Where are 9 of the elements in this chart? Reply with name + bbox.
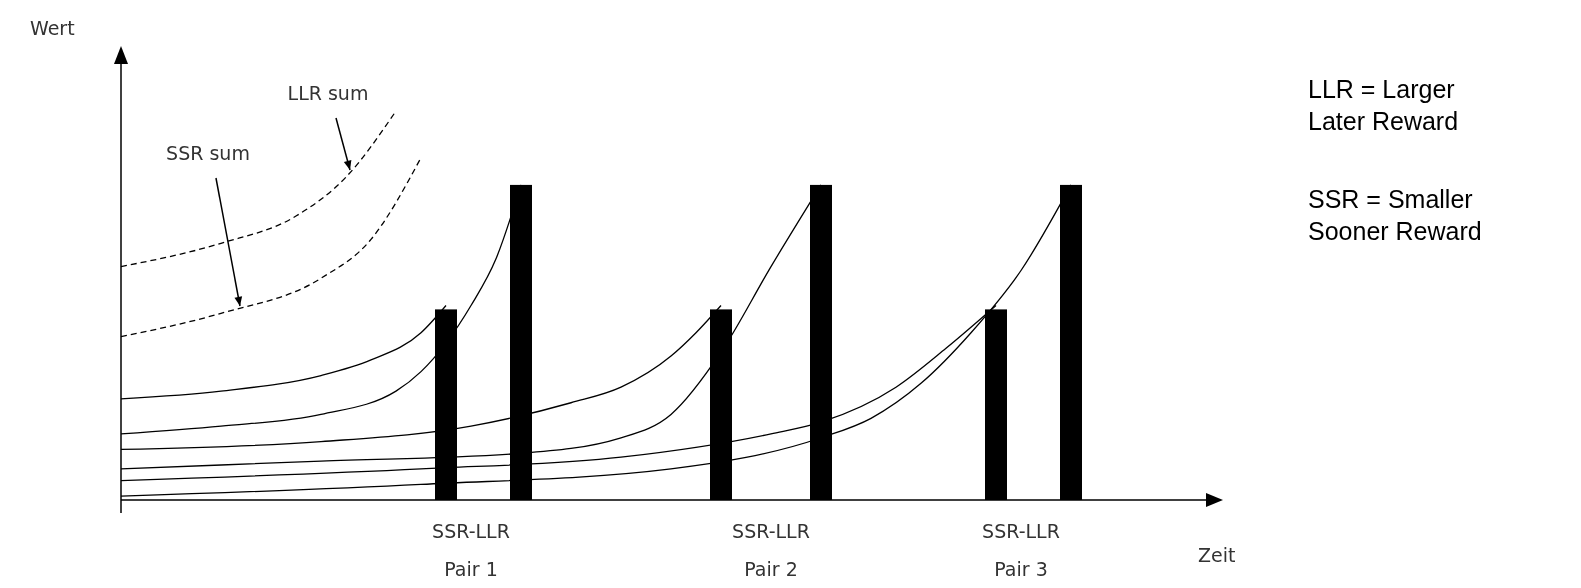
annotation: SSR sum bbox=[166, 142, 250, 164]
x-axis-title: Zeit bbox=[1198, 544, 1236, 566]
y-axis-title: Wert bbox=[30, 17, 75, 39]
text: LLR sum bbox=[287, 82, 369, 104]
text: LLR = Larger Later Reward bbox=[1308, 75, 1459, 135]
x-tick-label: SSR-LLR Pair 1 bbox=[432, 520, 510, 580]
x-tick-label: SSR-LLR Pair 3 bbox=[982, 520, 1060, 580]
text: SSR = Smaller Sooner Reward bbox=[1308, 185, 1482, 245]
x-tick-label: SSR-LLR Pair 2 bbox=[732, 520, 810, 580]
